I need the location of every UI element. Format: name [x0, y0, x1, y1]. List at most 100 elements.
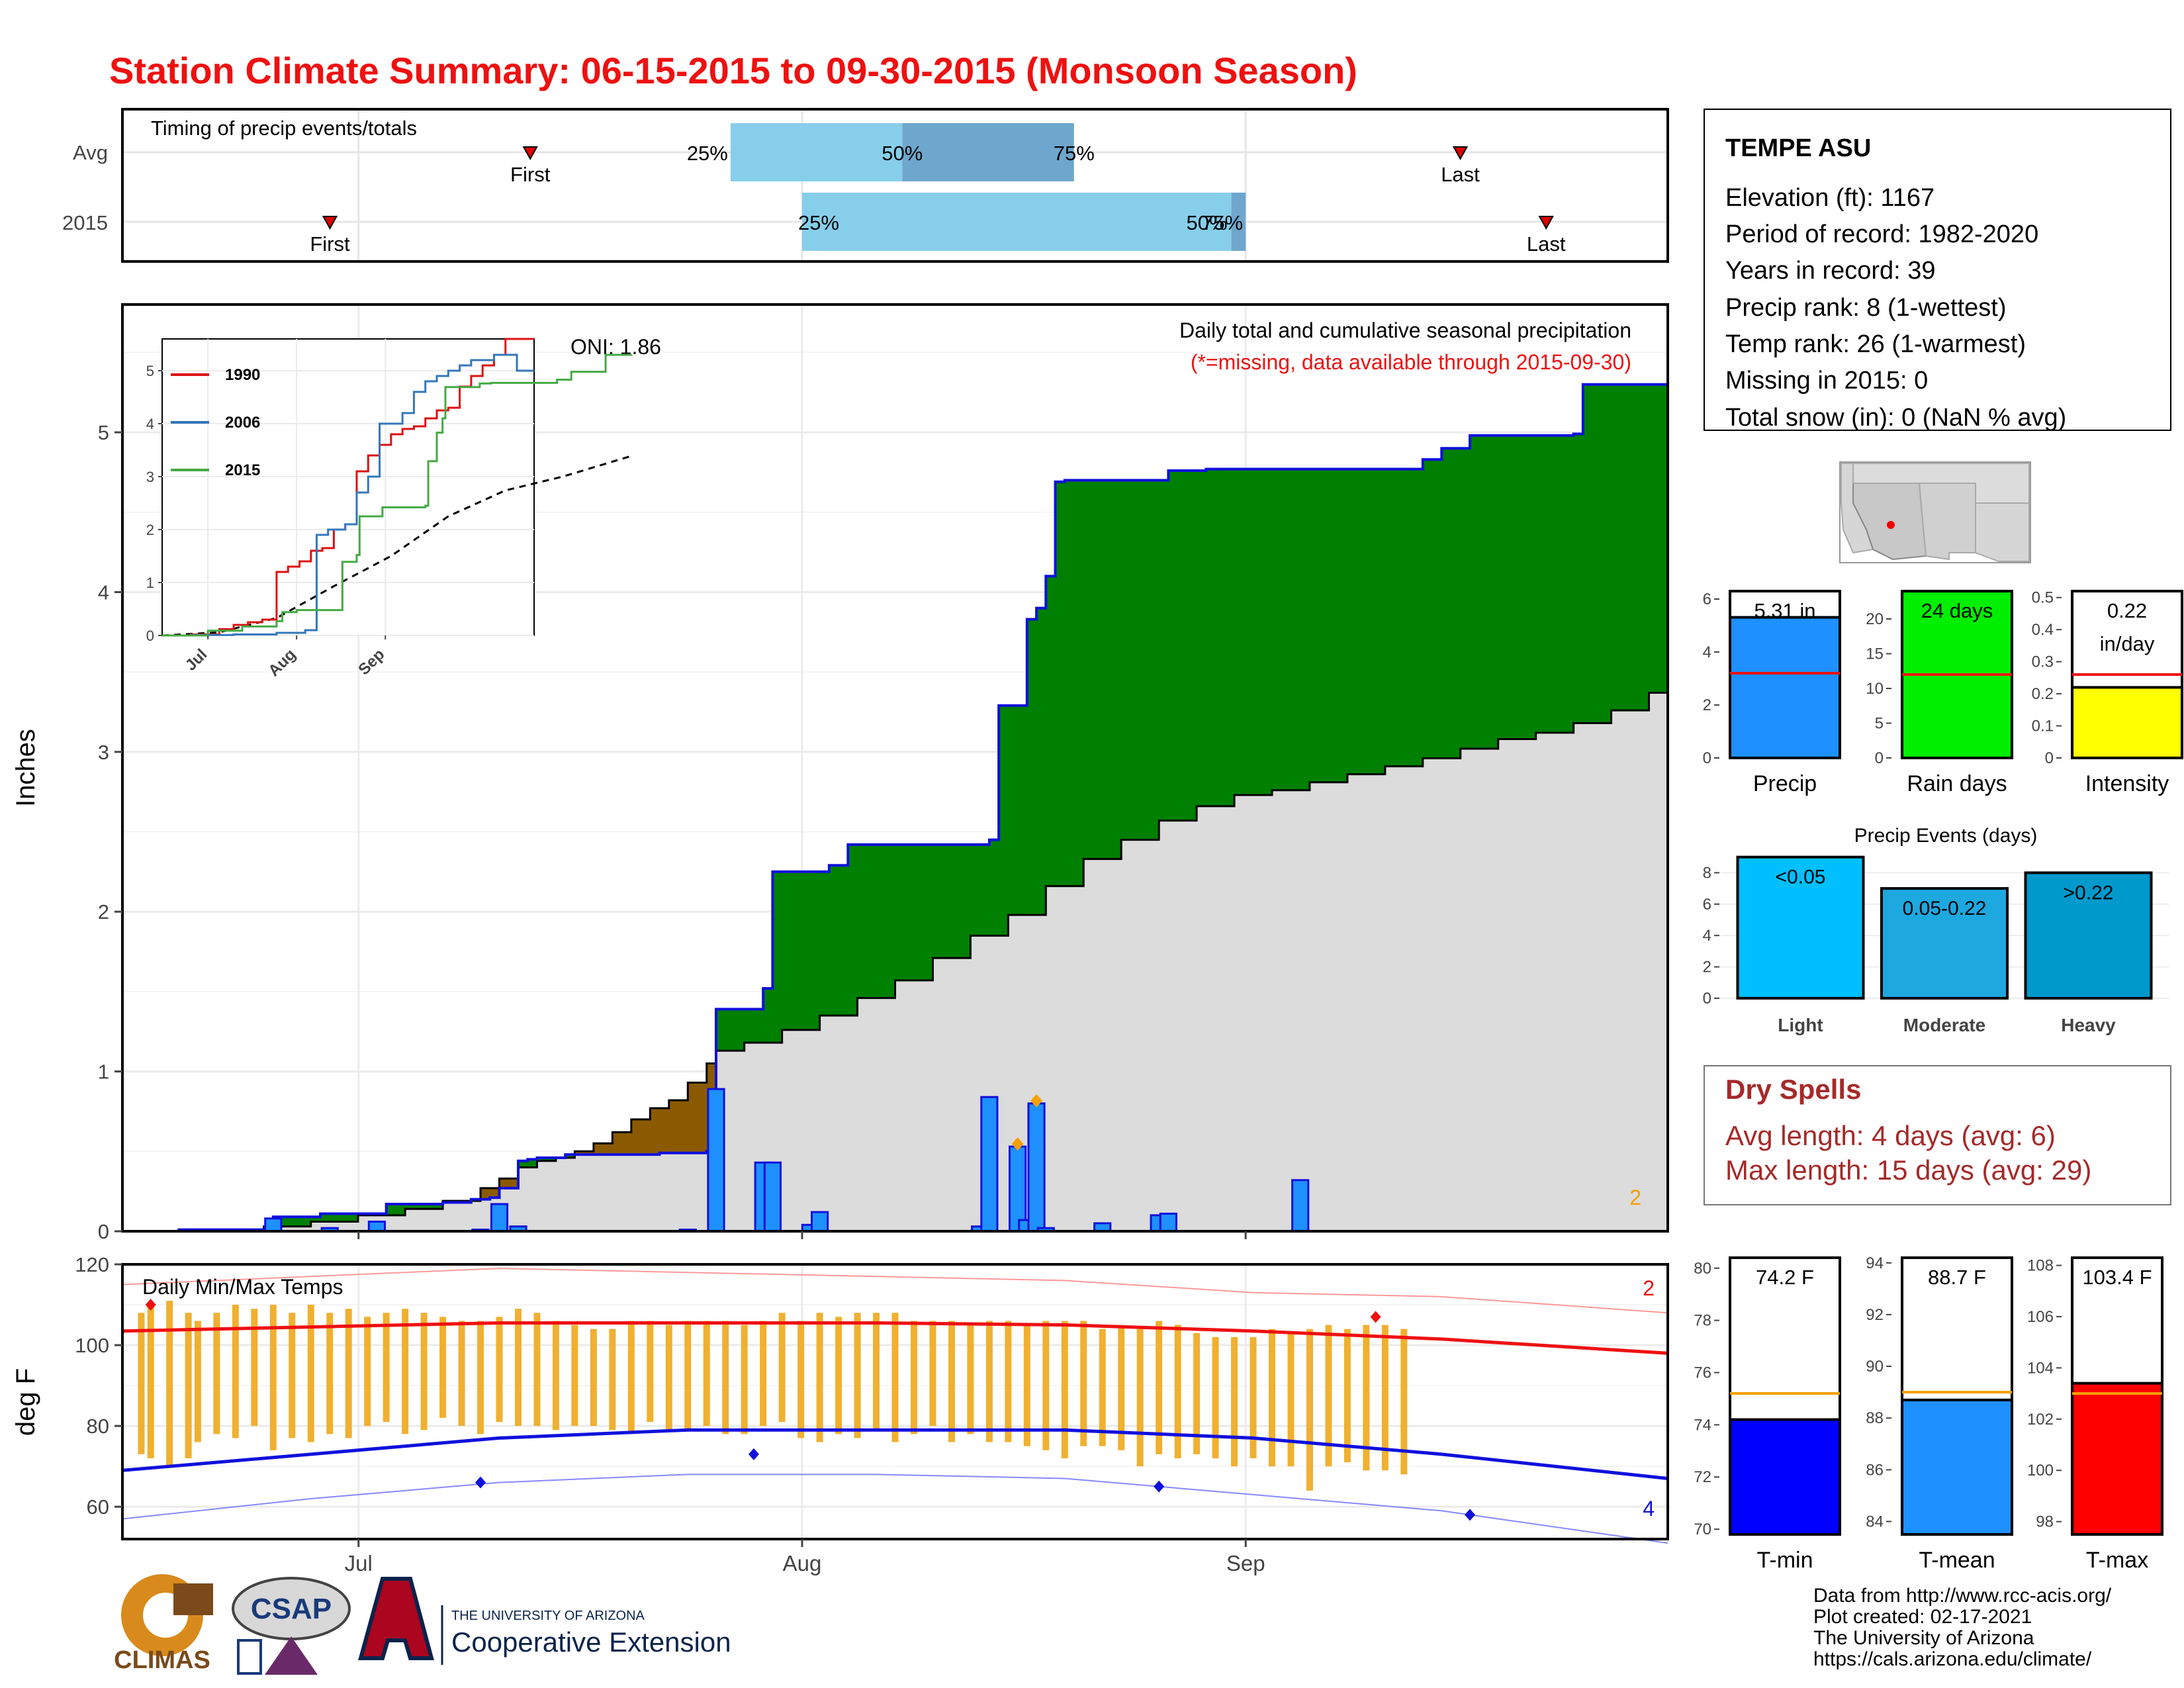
events-range-label: <0.05 [1776, 867, 1826, 888]
avg-tmin-line [122, 1428, 1668, 1480]
mini-y-tick-label: 0.4 [2032, 621, 2054, 639]
daily-precip-bar [763, 1161, 782, 1233]
timing-p50-label: 50% [882, 142, 923, 165]
climas-logo-band-icon [173, 1583, 213, 1615]
daily-temp-range-bar [1080, 1321, 1087, 1446]
daily-temp-range-bar [1343, 1329, 1351, 1463]
events-y-tick-label: 4 [1703, 927, 1711, 945]
climas-logo: CLIMAS [114, 1574, 213, 1674]
station-name: TEMPE ASU [1725, 134, 1871, 162]
station-info: TEMPE ASU Elevation (ft): 1167 Period of… [1704, 109, 2171, 432]
timing-p50-label: 50% [1187, 211, 1228, 234]
station-line-precip-rank: Precip rank: 8 (1-wettest) [1725, 294, 2006, 322]
events-category-label: Heavy [2061, 1015, 2116, 1035]
mini-value-bar [2071, 686, 2183, 760]
daily-temp-range-bar [816, 1313, 823, 1442]
mini-y-tick-label: 90 [1866, 1358, 1884, 1376]
timing-p75-label: 75% [1054, 142, 1095, 165]
inset-legend-label: 2015 [225, 461, 260, 479]
daily-temp-range-bar [420, 1313, 428, 1430]
mini-y-tick-label: 74 [1694, 1416, 1711, 1434]
timing-p25-label: 25% [798, 211, 839, 234]
daily-temp-range-bar [760, 1321, 767, 1427]
daily-precip-bar [1291, 1179, 1310, 1233]
daily-temp-range-bar [1193, 1333, 1201, 1454]
daily-temp-range-bar [345, 1309, 352, 1438]
daily-temp-range-bar [496, 1317, 503, 1423]
timing-last-label: Last [1527, 232, 1566, 256]
timing-bar-50-75 [902, 123, 1074, 181]
mini-y-tick-label: 15 [1866, 645, 1884, 663]
station-line-temp-rank: Temp rank: 26 (1-warmest) [1725, 330, 2026, 358]
inset-y-tick-label: 4 [146, 416, 154, 432]
date-x-tick-label: Jul [345, 1551, 373, 1575]
inset-grid [162, 339, 534, 636]
daily-temp-range-bar [891, 1313, 899, 1442]
avg-cumulative-area [122, 689, 1668, 1231]
events-y-tick-label: 8 [1703, 864, 1711, 882]
daily-temp-range-bar [251, 1309, 258, 1427]
daily-temp-range-bar [289, 1313, 296, 1438]
daily-temp-range-bar [1005, 1321, 1012, 1442]
precip-y-tick-label: 2 [98, 900, 109, 923]
credit-plot-created: Plot created: 02-17-2021 [1813, 1606, 2032, 1628]
daily-temp-range-bar [147, 1305, 154, 1458]
mini-tmax-chart: 98 100 102 104 106 108 103.4 F T-max [2027, 1256, 2173, 1573]
timing-bar-50-75 [1231, 193, 1246, 251]
credit-university: The University of Arizona [1813, 1627, 2034, 1649]
temp-title: Daily Min/Max Temps [142, 1275, 343, 1299]
inset-y-tick-label: 1 [146, 575, 154, 591]
credit-url: https://cals.arizona.edu/climate/ [1813, 1648, 2092, 1670]
events-y-tick-label: 0 [1703, 990, 1711, 1008]
daily-temp-range-bar [402, 1309, 409, 1434]
temperature-panel: 60 80 100 120 Daily Min/Max Temps deg F 2 4 [11, 1253, 1669, 1544]
daily-temp-range-bar [571, 1325, 578, 1427]
daily-temp-range-bar [778, 1313, 786, 1423]
mini-y-tick-label: 80 [1694, 1260, 1711, 1278]
hot-count-label: 2 [1643, 1276, 1655, 1300]
mini-category-label: Rain days [1907, 771, 2007, 796]
station-line-years: Years in record: 39 [1725, 257, 1936, 285]
date-x-tick-label: Sep [1226, 1551, 1265, 1575]
mini-y-tick-label: 4 [1703, 643, 1711, 661]
csap-mountain-icon [265, 1636, 318, 1675]
daily-precip-bar [1159, 1212, 1177, 1233]
csap-logo-text: CSAP [251, 1593, 332, 1625]
timing-first-label: First [310, 232, 350, 256]
station-line-missing: Missing in 2015: 0 [1725, 367, 1928, 395]
daily-temp-range-bar [514, 1309, 522, 1427]
daily-temp-range-bar [439, 1317, 447, 1418]
mini-value-label: in/day [2100, 632, 2155, 655]
record-tmax-line [122, 1268, 1668, 1314]
mini-y-tick-label: 0.3 [2032, 653, 2054, 671]
mini-y-tick-label: 2 [1703, 696, 1711, 714]
temp-plot [122, 1268, 1668, 1544]
events-y-tick-label: 6 [1703, 896, 1711, 914]
daily-temp-range-bar [665, 1325, 672, 1430]
daily-temp-range-bar [929, 1321, 936, 1427]
daily-temp-range-bar [797, 1321, 805, 1438]
record-cold-marker-icon [1465, 1509, 1476, 1521]
daily-temp-range-bar [1231, 1336, 1238, 1467]
daily-temp-range-bar [1136, 1329, 1144, 1467]
cold-count-label: 4 [1643, 1497, 1655, 1521]
inset-avg-line [161, 455, 632, 637]
mini-value-label: 5.31 in [1754, 599, 1815, 622]
precip-panel: 0 1 2 3 4 5 Inches Daily total and cumulative… [11, 303, 1669, 1243]
mini-category-label: T-max [2086, 1548, 2148, 1573]
daily-temp-range-bar [1269, 1329, 1276, 1467]
mini-y-tick-label: 5 [1875, 715, 1884, 733]
daily-temp-range-bar [307, 1305, 314, 1442]
daily-temp-range-bar [835, 1317, 842, 1434]
precip-y-axis: 0 1 2 3 4 5 [98, 421, 1247, 1243]
mini-y-tick-label: 108 [2027, 1257, 2054, 1275]
precip-y-tick-label: 5 [98, 421, 109, 444]
mini-y-tick-label: 94 [1866, 1254, 1884, 1272]
timing-first-label: First [510, 163, 551, 186]
events-y-tick-label: 2 [1703, 959, 1711, 976]
daily-precip-bar [490, 1203, 509, 1233]
daily-temp-range-bar [1325, 1325, 1332, 1467]
station-location-marker [1887, 521, 1895, 529]
mini-y-tick-label: 102 [2027, 1411, 2054, 1429]
